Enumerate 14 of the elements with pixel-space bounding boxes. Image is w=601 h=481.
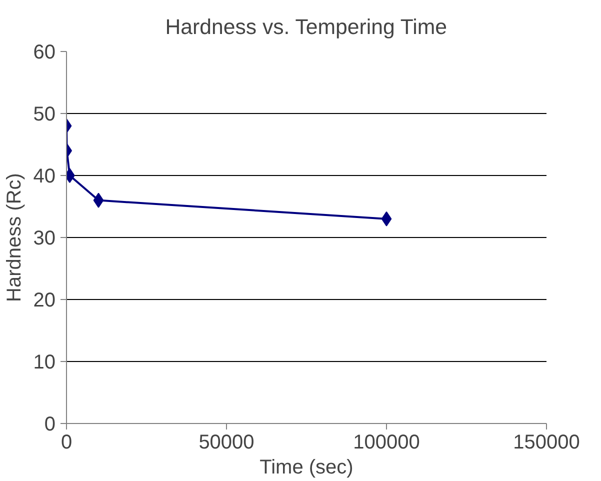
- x-tick-label: 150000: [513, 432, 580, 454]
- y-tick-label: 60: [33, 42, 56, 64]
- y-axis-title: Hardness (Rc): [3, 173, 26, 302]
- x-tick-label: 50000: [198, 432, 254, 454]
- x-axis-title: Time (sec): [260, 456, 354, 478]
- y-tick-label: 30: [33, 228, 56, 250]
- x-tick-label: 0: [60, 432, 72, 454]
- y-tick-label: 20: [33, 290, 56, 312]
- x-tick-label: 100000: [353, 432, 420, 454]
- y-tick-label: 0: [44, 414, 56, 436]
- y-tick-label: 40: [33, 166, 56, 188]
- y-tick-label: 10: [33, 352, 56, 374]
- chart-title: Hardness vs. Tempering Time: [165, 15, 447, 39]
- y-tick-label: 50: [33, 104, 56, 126]
